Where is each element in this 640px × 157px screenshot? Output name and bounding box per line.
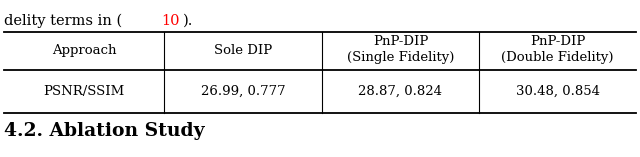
Text: PnP-DIP: PnP-DIP [530,35,585,49]
Text: (Double Fidelity): (Double Fidelity) [501,51,614,65]
Text: (Single Fidelity): (Single Fidelity) [347,51,454,65]
Text: 10: 10 [161,14,179,28]
Text: Approach: Approach [52,44,116,57]
Text: PnP-DIP: PnP-DIP [373,35,428,49]
Text: 26.99, 0.777: 26.99, 0.777 [201,84,285,97]
Text: Sole DIP: Sole DIP [214,44,272,57]
Text: 28.87, 0.824: 28.87, 0.824 [358,84,442,97]
Text: 30.48, 0.854: 30.48, 0.854 [515,84,600,97]
Text: PSNR/SSIM: PSNR/SSIM [44,84,125,97]
Text: 4.2. Ablation Study: 4.2. Ablation Study [4,122,205,140]
Text: delity terms in (: delity terms in ( [4,14,122,28]
Text: ).: ). [183,14,193,28]
